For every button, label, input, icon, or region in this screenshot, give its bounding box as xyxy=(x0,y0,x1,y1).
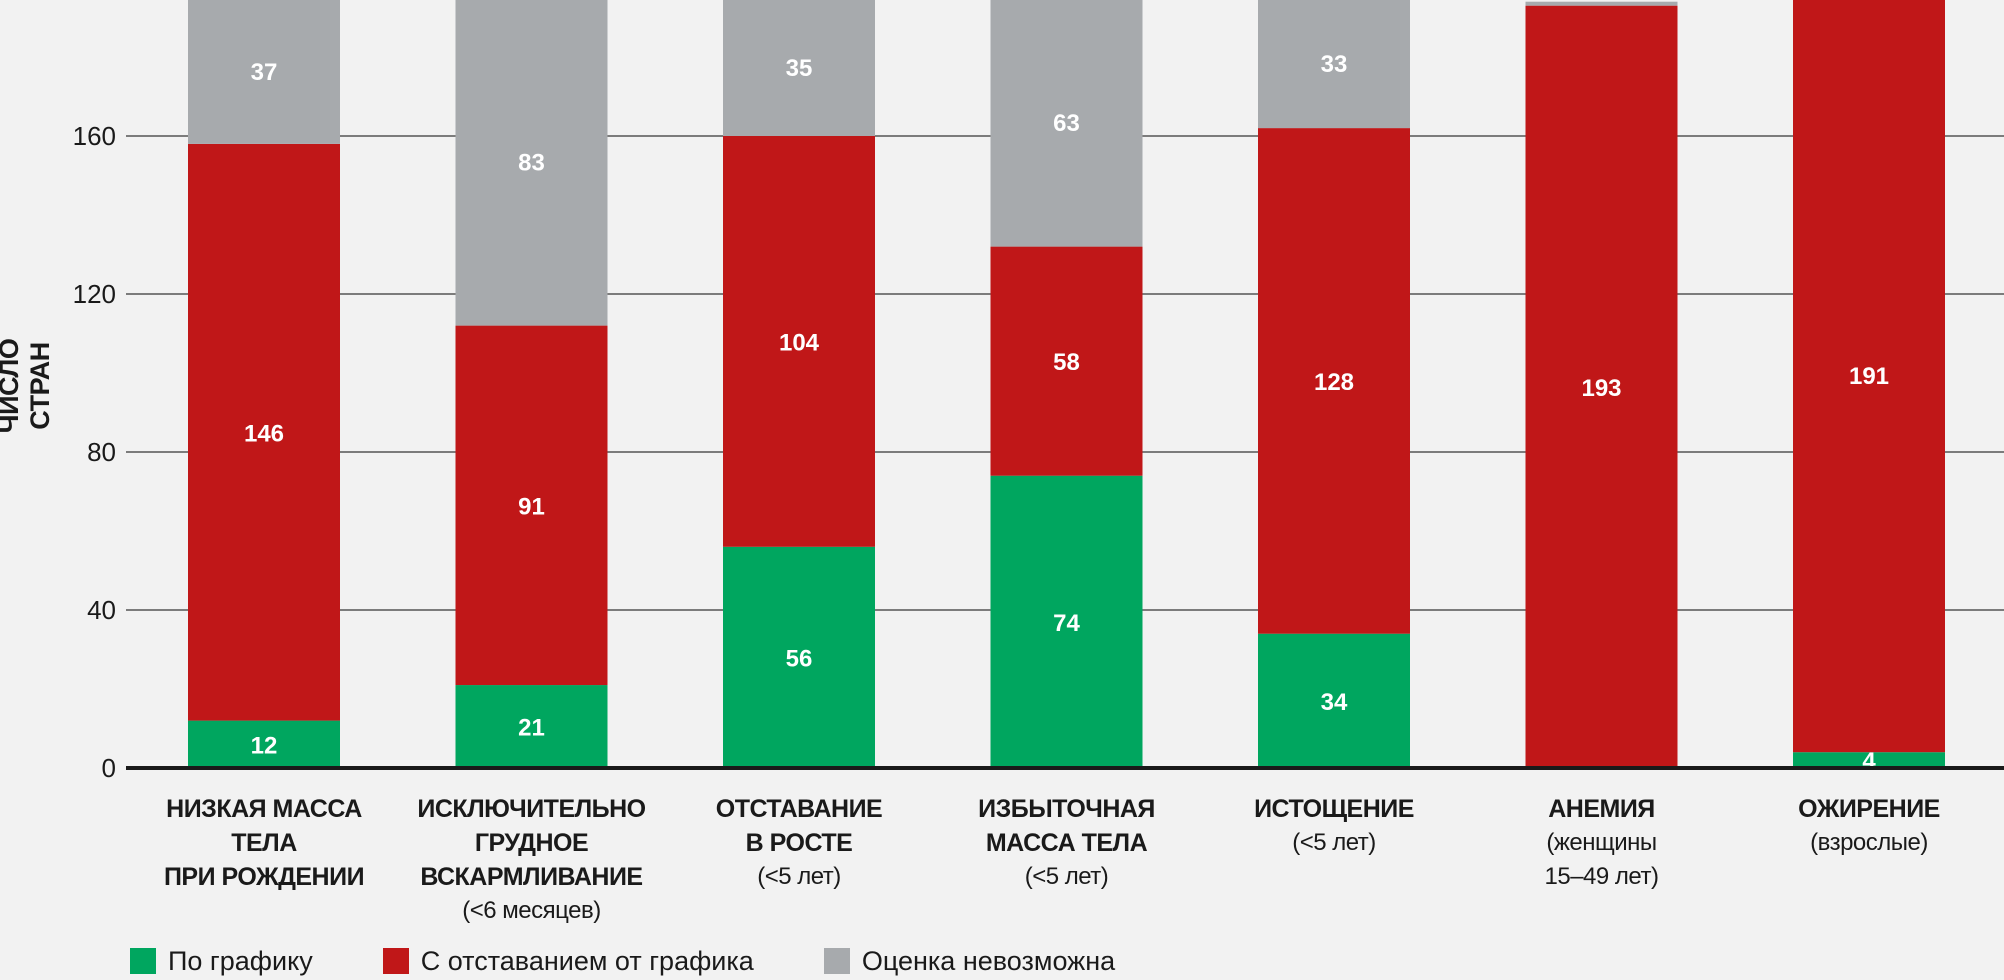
x-category-label-0: НИЗКАЯ МАССА ТЕЛА ПРИ РОЖДЕНИИ xyxy=(149,792,379,894)
x-category-main-line: ПРИ РОЖДЕНИИ xyxy=(163,863,365,891)
bar-value-label-off-track-4: 128 xyxy=(1314,369,1354,396)
x-category-main-line: АНЕМИЯ xyxy=(1548,795,1655,823)
bar-value-label-no-assessment-1: 83 xyxy=(518,150,545,177)
bar-segment-no-assessment-4 xyxy=(1258,0,1410,129)
bar-segment-on-track-2 xyxy=(723,546,875,768)
legend: По графику С отставанием от графика Оцен… xyxy=(130,944,1185,978)
y-tick-label-80: 80 xyxy=(87,437,116,467)
bar-value-label-on-track-1: 21 xyxy=(518,715,545,742)
bar-value-label-on-track-4: 34 xyxy=(1321,689,1348,716)
bar-value-label-on-track-2: 56 xyxy=(786,645,813,672)
bar-value-label-off-track-0: 146 xyxy=(244,420,284,447)
bar-value-label-off-track-1: 91 xyxy=(518,493,545,520)
x-category-main-line: ОЖИРЕНИЕ xyxy=(1798,795,1940,823)
x-category-sub-line: (взрослые) xyxy=(1810,829,1928,856)
x-category-main-line: В РОСТЕ xyxy=(745,829,853,857)
bar-value-label-no-assessment-3: 63 xyxy=(1053,110,1080,137)
bar-value-labels: 12 146 37 21 91 83 56 104 35 74 58 63 34 128 33 193 4 191 xyxy=(244,51,1889,775)
bar-segment-on-track-6 xyxy=(1793,752,1945,768)
x-category-main-line: МАССА ТЕЛА xyxy=(985,829,1148,857)
bar-segment-on-track-4 xyxy=(1258,633,1410,768)
y-tick-label-160: 160 xyxy=(73,121,116,151)
bar-value-label-no-assessment-4: 33 xyxy=(1321,51,1348,78)
bar-segment-no-assessment-1 xyxy=(455,0,608,326)
bar-value-label-on-track-6: 4 xyxy=(1862,748,1876,775)
legend-swatch-no-assessment xyxy=(823,948,850,974)
bars xyxy=(188,0,1945,768)
legend-swatch-on-track xyxy=(130,948,156,974)
bar-segment-off-track-1 xyxy=(455,325,608,686)
x-category-sub-line: (<5 лет) xyxy=(1292,829,1376,856)
y-tick-label-120: 120 xyxy=(73,279,116,309)
legend-item-off-track: С отставанием от графика xyxy=(382,945,754,977)
x-category-main-line: ВСКАРМЛИВАНИЕ xyxy=(420,863,643,891)
y-axis-title: ЧИСЛО СТРАН xyxy=(0,338,55,434)
x-category-main-line: ОТСТАВАНИЕ xyxy=(715,795,883,823)
x-category-label-1: ИСКЛЮЧИТЕЛЬНО ГРУДНОЕ ВСКАРМЛИВАНИЕ (<6 мес… xyxy=(417,792,647,928)
bar-segment-off-track-2 xyxy=(723,136,875,547)
legend-label-off-track: С отставанием от графика xyxy=(420,945,754,976)
bar-segment-off-track-6 xyxy=(1793,0,1945,753)
x-category-main-line: ИЗБЫТОЧНАЯ xyxy=(978,795,1155,823)
x-category-main-line: ИСТОЩЕНИЕ xyxy=(1254,795,1414,823)
bar-value-label-off-track-2: 104 xyxy=(779,329,820,356)
bar-value-label-no-assessment-2: 35 xyxy=(786,55,813,82)
legend-label-on-track: По графику xyxy=(168,945,313,976)
bar-segment-no-assessment-2 xyxy=(723,0,875,136)
bar-value-label-off-track-5: 193 xyxy=(1581,375,1621,402)
legend-item-on-track: По графику xyxy=(130,946,313,977)
bar-segment-no-assessment-3 xyxy=(990,0,1143,247)
x-category-sub-line: 15–49 лет) xyxy=(1544,863,1659,890)
x-category-label-2: ОТСТАВАНИЕ В РОСТЕ (<5 лет) xyxy=(684,792,914,894)
x-category-label-5: АНЕМИЯ (женщины 15–49 лет) xyxy=(1487,792,1717,894)
bar-segment-off-track-4 xyxy=(1258,128,1410,634)
x-category-label-4: ИСТОЩЕНИЕ (<5 лет) xyxy=(1219,792,1449,860)
bar-value-label-off-track-3: 58 xyxy=(1053,349,1080,376)
legend-item-no-assessment: Оценка невозможна xyxy=(823,945,1116,977)
bar-segment-off-track-5 xyxy=(1525,5,1678,768)
x-category-label-6: ОЖИРЕНИЕ (взрослые) xyxy=(1754,792,1984,860)
bar-value-label-off-track-6: 191 xyxy=(1849,363,1889,390)
x-category-sub-line: (<6 месяцев) xyxy=(462,897,601,924)
legend-label-no-assessment: Оценка невозможна xyxy=(861,945,1116,976)
x-category-sub-line: (<5 лет) xyxy=(1024,863,1109,890)
x-category-sub-line: (<5 лет) xyxy=(757,863,841,890)
bar-segment-on-track-0 xyxy=(188,720,340,768)
bar-value-label-on-track-3: 74 xyxy=(1053,610,1080,637)
bar-segment-on-track-1 xyxy=(455,685,608,768)
x-category-main-line: ГРУДНОЕ xyxy=(474,829,589,857)
y-tick-label-0: 0 xyxy=(102,753,116,783)
bar-value-label-no-assessment-0: 37 xyxy=(251,59,278,86)
bar-value-label-on-track-0: 12 xyxy=(251,732,278,759)
bar-segment-no-assessment-0 xyxy=(188,0,340,144)
x-category-sub-line: (женщины xyxy=(1546,829,1657,856)
x-category-label-3: ИЗБЫТОЧНАЯ МАССА ТЕЛА (<5 лет) xyxy=(952,792,1182,894)
bar-segment-on-track-3 xyxy=(990,475,1143,768)
y-tick-labels: 0 40 80 120 160 xyxy=(73,121,116,783)
x-category-main-line: НИЗКАЯ МАССА ТЕЛА xyxy=(166,795,362,857)
bar-segment-off-track-0 xyxy=(188,143,340,721)
bar-segment-no-assessment-5 xyxy=(1525,1,1678,6)
bar-segment-off-track-3 xyxy=(990,246,1143,476)
legend-swatch-off-track xyxy=(382,948,409,974)
x-category-main-line: ИСКЛЮЧИТЕЛЬНО xyxy=(417,795,646,823)
y-tick-label-40: 40 xyxy=(87,595,116,625)
